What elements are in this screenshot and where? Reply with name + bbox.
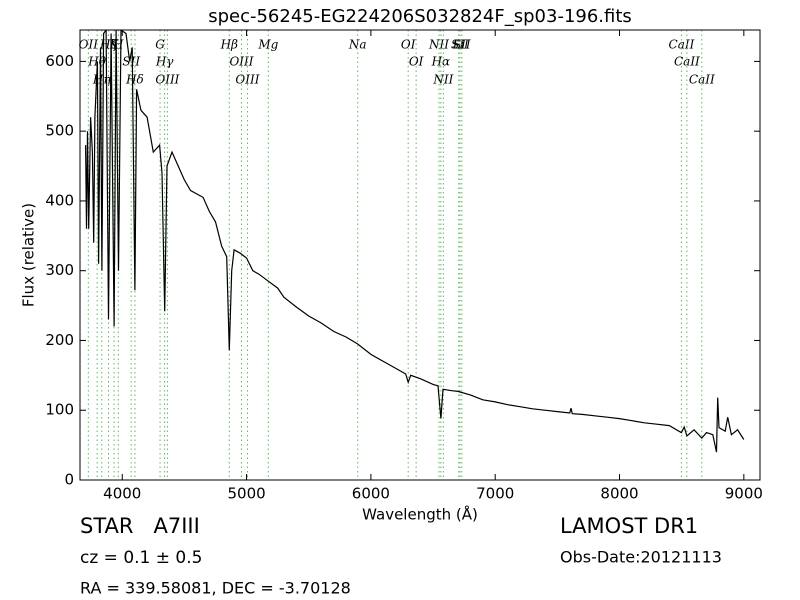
spectral-line-label: OIII	[235, 73, 259, 87]
spectral-line-label: OIII	[229, 55, 253, 69]
y-tick-label: 400	[45, 191, 74, 209]
y-tick-label: 200	[45, 331, 74, 349]
spectral-line-label: CaII	[674, 55, 700, 69]
x-tick-label: 6000	[352, 485, 390, 503]
x-axis-label: Wavelength (Å)	[362, 505, 478, 524]
x-tick-label: 5000	[227, 485, 265, 503]
spectral-line-label: SII	[451, 38, 469, 52]
x-tick-label: 7000	[476, 485, 514, 503]
spectral-line-label: NII	[428, 38, 449, 52]
obs-date: Obs-Date:20121113	[560, 548, 722, 567]
object-class: STAR A7III	[80, 514, 200, 538]
plot-frame	[79, 29, 761, 481]
spectral-line-label: K	[109, 38, 120, 52]
x-tick-label: 9000	[725, 485, 763, 503]
spectral-line-label: CaII	[669, 38, 695, 52]
y-tick-label: 500	[45, 122, 74, 140]
spectral-line-label: Mg	[257, 38, 278, 52]
spectral-line-label: OII	[79, 38, 99, 52]
spectral-line-label: OI	[409, 55, 424, 69]
spectrum-line	[85, 30, 745, 453]
survey: LAMOST DR1	[560, 514, 698, 538]
spectral-line-label: SII	[453, 38, 471, 52]
x-tick-label: 8000	[600, 485, 638, 503]
coordinates: RA = 339.58081, DEC = -3.70128	[80, 579, 351, 598]
spectral-line-label: H	[112, 38, 124, 52]
spectral-line-label: Hγ	[155, 55, 174, 69]
spectral-line-label: G	[155, 38, 165, 52]
spectral-line-label: SII	[122, 55, 140, 69]
y-tick-label: 0	[64, 471, 74, 489]
spectral-line-label: Hα	[431, 55, 451, 69]
spectral-line-label: OIII	[155, 73, 179, 87]
y-axis-label: Flux (relative)	[20, 203, 38, 307]
y-tick-label: 100	[45, 401, 74, 419]
chart-title: spec-56245-EG224206S032824F_sp03-196.fit…	[208, 6, 632, 27]
spectral-line-label: Hβ	[220, 38, 238, 52]
spectral-line-label: CaII	[689, 73, 715, 87]
spectral-line-label: OI	[401, 38, 416, 52]
x-tick-label: 4000	[103, 485, 141, 503]
y-tick-label: 600	[45, 52, 74, 70]
y-tick-label: 300	[45, 261, 74, 279]
spectral-line-label: NII	[432, 73, 453, 87]
redshift: cz = 0.1 ± 0.5	[80, 548, 202, 568]
spectral-line-label: Na	[348, 38, 367, 52]
spectral-line-label: Hδ	[125, 73, 144, 87]
